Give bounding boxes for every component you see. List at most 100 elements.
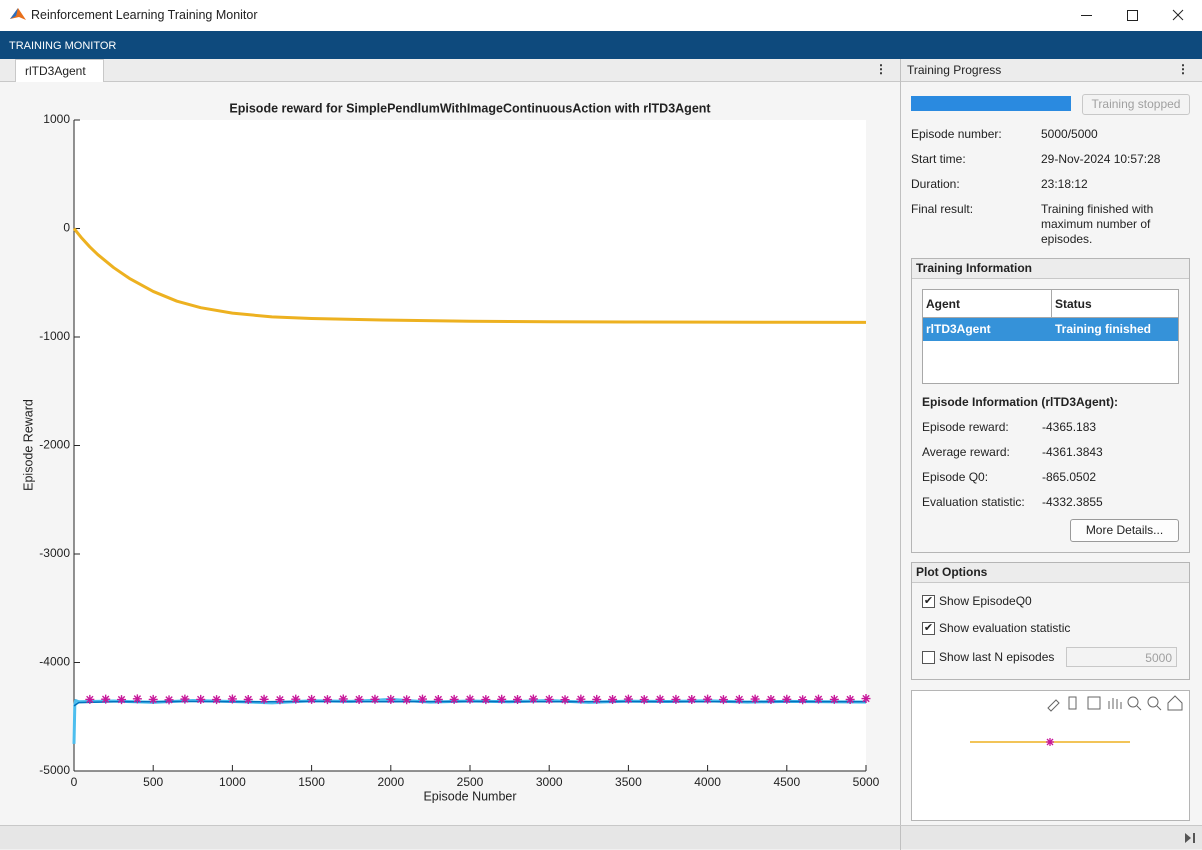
eval-marker bbox=[465, 694, 475, 704]
eval-marker bbox=[117, 695, 127, 705]
eval-marker bbox=[212, 695, 222, 705]
checkbox-label[interactable]: Show EpisodeQ0 bbox=[939, 594, 1032, 608]
eval-marker bbox=[718, 695, 728, 705]
field-label: Final result: bbox=[911, 202, 974, 216]
tab-strip: rlTD3Agent ⋮ bbox=[0, 59, 900, 82]
eval-marker bbox=[449, 694, 459, 704]
eval-marker bbox=[734, 694, 744, 704]
eval-marker bbox=[813, 694, 823, 704]
eval-marker bbox=[829, 694, 839, 704]
eval-marker bbox=[560, 695, 570, 705]
eval-marker bbox=[164, 695, 174, 705]
eval-marker bbox=[528, 694, 538, 704]
window-controls[interactable] bbox=[1070, 0, 1202, 31]
eval-marker bbox=[497, 694, 507, 704]
eval-marker bbox=[592, 694, 602, 704]
eval-marker bbox=[275, 695, 285, 705]
x-tick-label: 1500 bbox=[298, 775, 325, 789]
checkbox[interactable] bbox=[922, 651, 935, 664]
menu-dots[interactable]: ⋮ bbox=[875, 62, 887, 76]
toolstrip-label[interactable]: TRAINING MONITOR bbox=[9, 40, 117, 52]
field-value: -865.0502 bbox=[1042, 470, 1097, 484]
eval-marker bbox=[386, 694, 396, 704]
table-row[interactable]: rlTD3Agent Training finished bbox=[923, 318, 1178, 341]
field-value: -4361.3843 bbox=[1042, 445, 1103, 459]
toolstrip: TRAINING MONITOR bbox=[0, 31, 1202, 59]
checkbox-label[interactable]: Show evaluation statistic bbox=[939, 621, 1071, 635]
eval-marker bbox=[798, 695, 808, 705]
chart-title: Episode reward for SimplePendlumWithImag… bbox=[229, 101, 711, 115]
side-panel: Training Progress ⋮ Training stopped Epi… bbox=[901, 59, 1202, 825]
panel-header: Training Progress bbox=[901, 59, 1202, 82]
x-tick-label: 4500 bbox=[773, 775, 800, 789]
panel-title: Training Progress bbox=[907, 63, 1002, 77]
menu-dots[interactable]: ⋮ bbox=[1177, 62, 1189, 76]
eval-marker bbox=[433, 694, 443, 704]
series-line bbox=[72, 227, 867, 324]
eval-marker bbox=[180, 694, 190, 704]
preview-plot bbox=[970, 695, 1183, 746]
eval-marker bbox=[370, 694, 380, 704]
x-tick-label: 0 bbox=[71, 775, 78, 789]
table-cell: rlTD3Agent bbox=[926, 322, 991, 336]
chart: Episode reward for SimplePendlumWithImag… bbox=[0, 82, 900, 825]
table-cell: Training finished bbox=[1055, 322, 1152, 336]
eval-marker bbox=[703, 694, 713, 704]
x-tick-label: 500 bbox=[143, 775, 163, 789]
eval-marker bbox=[655, 694, 665, 704]
eval-marker bbox=[402, 695, 412, 705]
table-header: Agent Status bbox=[923, 290, 1178, 318]
eval-marker bbox=[132, 694, 142, 704]
column-header: Status bbox=[1055, 297, 1092, 311]
eval-marker bbox=[639, 695, 649, 705]
collapse-icon[interactable] bbox=[1184, 832, 1196, 844]
y-tick-label: 0 bbox=[63, 221, 70, 235]
field-value: 5000/5000 bbox=[1041, 127, 1098, 141]
x-tick-label: 4000 bbox=[694, 775, 721, 789]
tab[interactable]: rlTD3Agent bbox=[15, 59, 104, 82]
field-value: -4332.3855 bbox=[1042, 495, 1103, 509]
eval-marker bbox=[148, 694, 158, 704]
field-label: Average reward: bbox=[922, 445, 1010, 459]
window-title: Reinforcement Learning Training Monitor bbox=[31, 8, 258, 22]
eval-marker bbox=[544, 694, 554, 704]
progress-track bbox=[911, 96, 1071, 111]
field-value: Training finished with maximum number of… bbox=[1041, 202, 1154, 246]
eval-marker bbox=[608, 694, 618, 704]
field-label: Episode number: bbox=[911, 127, 1002, 141]
plot-area bbox=[74, 120, 866, 771]
eval-marker bbox=[623, 694, 633, 704]
x-tick-label: 2500 bbox=[457, 775, 484, 789]
eval-marker bbox=[750, 694, 760, 704]
eval-marker bbox=[243, 694, 253, 704]
eval-marker bbox=[513, 694, 523, 704]
eval-marker bbox=[576, 694, 586, 704]
field-label: Duration: bbox=[911, 177, 960, 191]
eval-marker bbox=[338, 694, 348, 704]
field-label: Episode reward: bbox=[922, 420, 1009, 434]
checkbox-label[interactable]: Show last N episodes bbox=[939, 650, 1055, 664]
y-tick-label: -1000 bbox=[39, 329, 70, 343]
column-header: Agent bbox=[926, 297, 960, 311]
y-tick-label: -4000 bbox=[39, 655, 70, 669]
x-tick-label: 1000 bbox=[219, 775, 246, 789]
field-value: -4365.183 bbox=[1042, 420, 1097, 434]
eval-marker bbox=[782, 694, 792, 704]
preview-star bbox=[1046, 738, 1054, 746]
legend-preview bbox=[911, 690, 1190, 821]
checkbox[interactable]: ✔ bbox=[922, 595, 935, 608]
last-n-input[interactable]: 5000 bbox=[1066, 647, 1177, 667]
x-tick-label: 2000 bbox=[377, 775, 404, 789]
agent-table: Agent Status rlTD3Agent Training finishe… bbox=[922, 289, 1179, 384]
eval-marker bbox=[259, 694, 269, 704]
details-button[interactable]: More Details... bbox=[1070, 519, 1179, 542]
eval-marker bbox=[861, 694, 871, 704]
checkbox[interactable]: ✔ bbox=[922, 622, 935, 635]
divider bbox=[900, 59, 901, 849]
eval-marker bbox=[687, 694, 697, 704]
eval-marker bbox=[307, 694, 317, 704]
y-tick-label: 1000 bbox=[43, 112, 70, 126]
x-axis-label: Episode Number bbox=[423, 789, 516, 803]
field-label: Episode Q0: bbox=[922, 470, 989, 484]
